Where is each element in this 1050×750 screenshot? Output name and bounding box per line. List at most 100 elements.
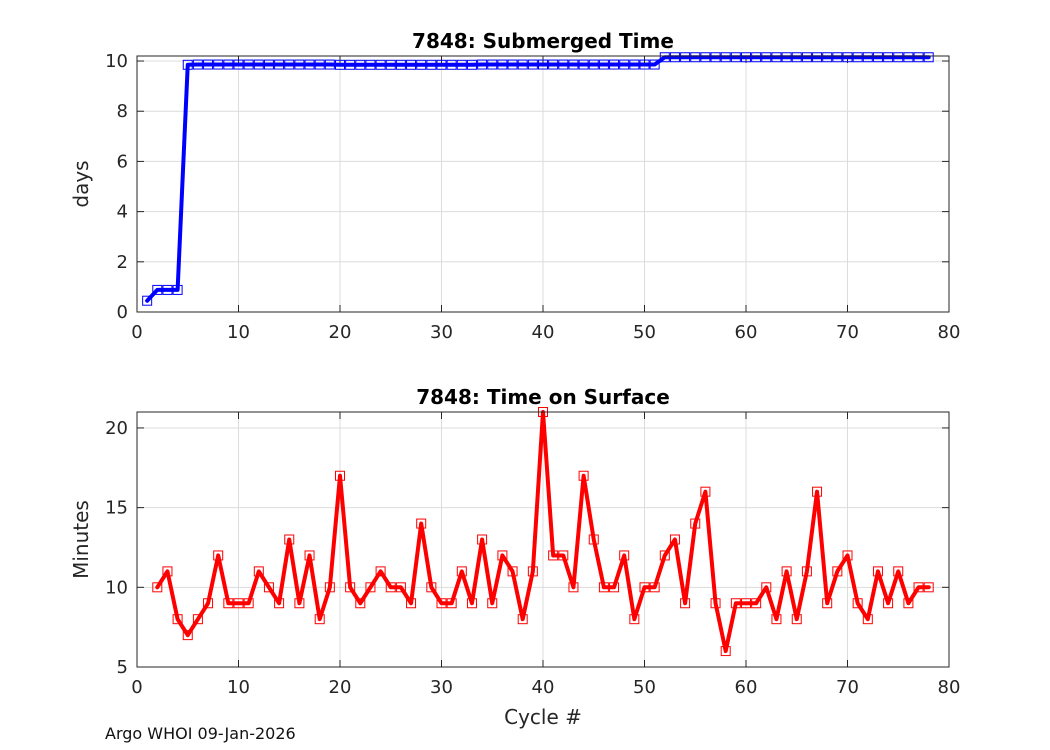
data-point [253, 566, 264, 577]
data-point [284, 59, 295, 70]
data-point [162, 284, 173, 295]
data-point [335, 470, 345, 481]
x-tick-label: 30 [430, 322, 453, 343]
data-point [487, 59, 498, 70]
data-point [639, 59, 650, 70]
data-point [923, 582, 934, 593]
data-point [263, 582, 274, 593]
data-point [345, 582, 356, 593]
data-point [375, 59, 386, 70]
data-point [791, 614, 802, 625]
data-point [203, 59, 214, 70]
data-point [761, 52, 772, 63]
data-point [801, 52, 812, 63]
data-point [598, 59, 609, 70]
y-tick-label: 20 [105, 418, 128, 439]
data-point [852, 598, 863, 609]
data-point [345, 59, 356, 70]
y-axis-label: Minutes [69, 500, 93, 579]
data-point [192, 59, 203, 70]
data-point [385, 582, 396, 593]
data-point [801, 566, 812, 577]
data-point [416, 518, 427, 529]
data-point [517, 59, 528, 70]
x-tick-label: 80 [938, 677, 961, 698]
data-point [639, 582, 650, 593]
y-tick-label: 6 [117, 151, 128, 172]
data-point [913, 52, 924, 63]
data-point [162, 566, 173, 577]
x-tick-label: 0 [131, 677, 142, 698]
x-tick-label: 50 [633, 322, 656, 343]
data-point [751, 52, 762, 63]
axes-box [136, 411, 950, 668]
x-tick-label: 10 [227, 322, 250, 343]
y-tick-label: 4 [117, 202, 128, 223]
data-point [659, 52, 670, 63]
axes-box [136, 55, 950, 313]
data-point [527, 59, 538, 70]
data-point [538, 59, 548, 70]
data-point [335, 59, 345, 70]
data-point [720, 52, 731, 63]
data-point [436, 59, 447, 70]
data-point [294, 598, 305, 609]
x-axis-label: Cycle # [504, 705, 582, 729]
data-point [690, 52, 701, 63]
data-point [385, 59, 396, 70]
y-tick-label: 5 [117, 657, 128, 678]
data-point [152, 284, 163, 295]
data-point [883, 598, 894, 609]
y-tick-label: 8 [117, 101, 128, 122]
data-point [548, 550, 559, 561]
y-tick-label: 15 [105, 498, 128, 519]
data-point [274, 59, 285, 70]
footer-credit: Argo WHOI 09-Jan-2026 [105, 724, 296, 743]
chart-title: 7848: Submerged Time [412, 29, 674, 53]
data-point [872, 566, 883, 577]
data-point [487, 598, 498, 609]
chart-panel-2: 0 10 20 30 40 50 60 70 80 5 10 15 20 7848: Time on Su… [69, 385, 960, 729]
y-tick-label: 10 [105, 577, 128, 598]
data-point [152, 582, 163, 593]
data-point [263, 59, 274, 70]
data-point [730, 52, 741, 63]
x-tick-label: 20 [329, 322, 352, 343]
data-point [781, 566, 792, 577]
data-point [669, 534, 680, 545]
chart-title: 7848: Time on Surface [416, 385, 670, 409]
data-point [314, 614, 325, 625]
data-point [771, 614, 782, 625]
data-point [710, 598, 721, 609]
data-point [619, 550, 630, 561]
series-line [145, 55, 931, 303]
data-point [923, 52, 934, 63]
data-point [598, 582, 609, 593]
data-point [558, 59, 569, 70]
data-point [426, 582, 437, 593]
data-point [223, 59, 234, 70]
data-point [548, 59, 559, 70]
data-point [243, 598, 254, 609]
data-point [416, 59, 427, 70]
data-point [507, 59, 518, 70]
data-point [365, 582, 376, 593]
data-point [761, 582, 772, 593]
data-point [659, 550, 670, 561]
data-point [680, 52, 691, 63]
data-point [182, 59, 193, 70]
data-point [172, 284, 183, 295]
x-tick-label: 60 [735, 322, 758, 343]
data-point [700, 52, 711, 63]
data-point [720, 646, 731, 657]
x-tick-label: 0 [131, 322, 142, 343]
data-point [903, 52, 914, 63]
data-point [649, 59, 660, 70]
data-point [842, 52, 853, 63]
data-point [233, 598, 244, 609]
data-point [812, 486, 823, 497]
data-point [436, 598, 447, 609]
data-point [558, 550, 569, 561]
data-point [680, 598, 691, 609]
